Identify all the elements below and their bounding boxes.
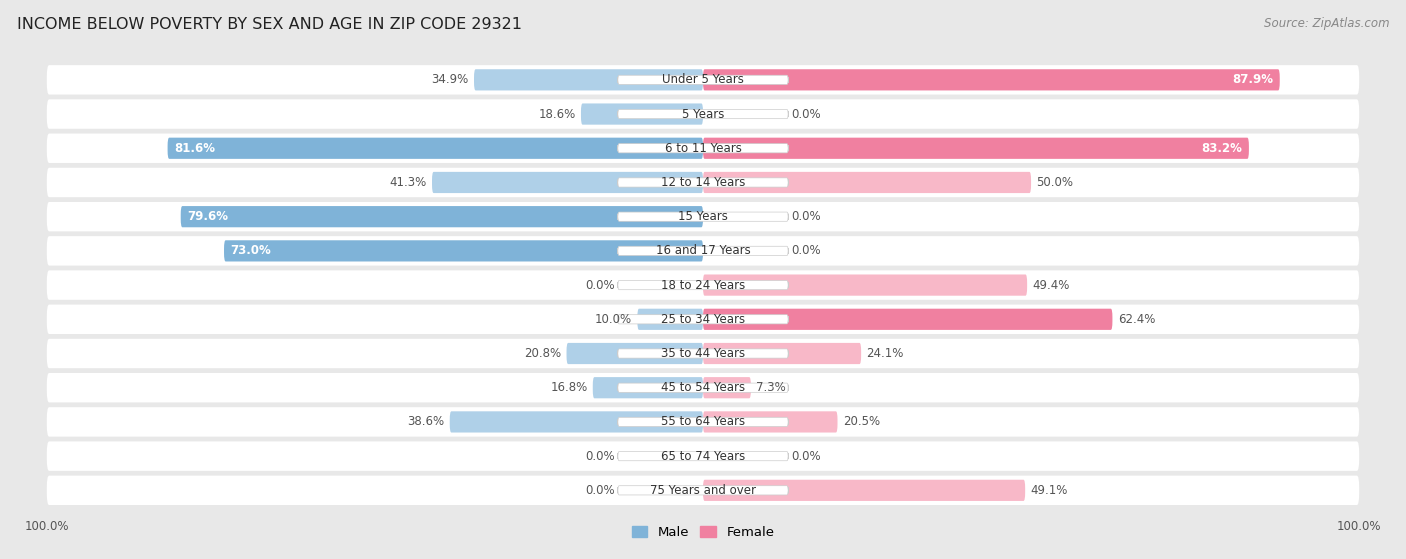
FancyBboxPatch shape: [46, 373, 1360, 402]
FancyBboxPatch shape: [617, 452, 789, 461]
FancyBboxPatch shape: [581, 103, 703, 125]
Text: 18.6%: 18.6%: [538, 107, 575, 121]
Text: 0.0%: 0.0%: [792, 244, 821, 257]
Text: 16 and 17 Years: 16 and 17 Years: [655, 244, 751, 257]
Text: 41.3%: 41.3%: [389, 176, 427, 189]
FancyBboxPatch shape: [432, 172, 703, 193]
Text: 25 to 34 Years: 25 to 34 Years: [661, 313, 745, 326]
FancyBboxPatch shape: [46, 407, 1360, 437]
FancyBboxPatch shape: [617, 315, 789, 324]
Text: 12 to 14 Years: 12 to 14 Years: [661, 176, 745, 189]
FancyBboxPatch shape: [46, 271, 1360, 300]
Legend: Male, Female: Male, Female: [626, 521, 780, 544]
Text: 20.5%: 20.5%: [842, 415, 880, 428]
Text: 16.8%: 16.8%: [550, 381, 588, 394]
FancyBboxPatch shape: [593, 377, 703, 399]
FancyBboxPatch shape: [224, 240, 703, 262]
Text: 75 Years and over: 75 Years and over: [650, 484, 756, 497]
Text: 38.6%: 38.6%: [408, 415, 444, 428]
FancyBboxPatch shape: [617, 486, 789, 495]
Text: 55 to 64 Years: 55 to 64 Years: [661, 415, 745, 428]
FancyBboxPatch shape: [567, 343, 703, 364]
FancyBboxPatch shape: [46, 202, 1360, 231]
Text: 87.9%: 87.9%: [1232, 73, 1274, 86]
FancyBboxPatch shape: [617, 281, 789, 290]
Text: 7.3%: 7.3%: [756, 381, 786, 394]
Text: 10.0%: 10.0%: [595, 313, 633, 326]
FancyBboxPatch shape: [703, 274, 1028, 296]
FancyBboxPatch shape: [617, 247, 789, 255]
FancyBboxPatch shape: [617, 178, 789, 187]
Text: 62.4%: 62.4%: [1118, 313, 1156, 326]
FancyBboxPatch shape: [703, 343, 860, 364]
Text: 45 to 54 Years: 45 to 54 Years: [661, 381, 745, 394]
FancyBboxPatch shape: [703, 172, 1031, 193]
Text: 18 to 24 Years: 18 to 24 Years: [661, 278, 745, 292]
FancyBboxPatch shape: [46, 236, 1360, 266]
FancyBboxPatch shape: [46, 339, 1360, 368]
Text: 65 to 74 Years: 65 to 74 Years: [661, 449, 745, 463]
Text: Under 5 Years: Under 5 Years: [662, 73, 744, 86]
FancyBboxPatch shape: [181, 206, 703, 228]
FancyBboxPatch shape: [46, 305, 1360, 334]
Text: 0.0%: 0.0%: [792, 449, 821, 463]
Text: 49.1%: 49.1%: [1031, 484, 1067, 497]
Text: 0.0%: 0.0%: [792, 210, 821, 223]
Text: 50.0%: 50.0%: [1036, 176, 1073, 189]
FancyBboxPatch shape: [703, 69, 1279, 91]
FancyBboxPatch shape: [617, 144, 789, 153]
FancyBboxPatch shape: [46, 476, 1360, 505]
FancyBboxPatch shape: [617, 75, 789, 84]
Text: 20.8%: 20.8%: [524, 347, 561, 360]
Text: 0.0%: 0.0%: [585, 484, 614, 497]
FancyBboxPatch shape: [46, 168, 1360, 197]
FancyBboxPatch shape: [617, 383, 789, 392]
FancyBboxPatch shape: [450, 411, 703, 433]
Text: 83.2%: 83.2%: [1202, 142, 1243, 155]
Text: 35 to 44 Years: 35 to 44 Years: [661, 347, 745, 360]
FancyBboxPatch shape: [617, 212, 789, 221]
Text: 81.6%: 81.6%: [174, 142, 215, 155]
Text: 49.4%: 49.4%: [1032, 278, 1070, 292]
Text: 79.6%: 79.6%: [187, 210, 228, 223]
Text: 6 to 11 Years: 6 to 11 Years: [665, 142, 741, 155]
Text: Source: ZipAtlas.com: Source: ZipAtlas.com: [1264, 17, 1389, 30]
FancyBboxPatch shape: [703, 138, 1249, 159]
FancyBboxPatch shape: [617, 110, 789, 119]
FancyBboxPatch shape: [703, 411, 838, 433]
FancyBboxPatch shape: [46, 134, 1360, 163]
Text: 0.0%: 0.0%: [585, 278, 614, 292]
FancyBboxPatch shape: [474, 69, 703, 91]
FancyBboxPatch shape: [703, 480, 1025, 501]
FancyBboxPatch shape: [617, 418, 789, 427]
FancyBboxPatch shape: [46, 442, 1360, 471]
Text: 0.0%: 0.0%: [792, 107, 821, 121]
Text: 5 Years: 5 Years: [682, 107, 724, 121]
Text: 73.0%: 73.0%: [231, 244, 271, 257]
FancyBboxPatch shape: [703, 309, 1112, 330]
Text: INCOME BELOW POVERTY BY SEX AND AGE IN ZIP CODE 29321: INCOME BELOW POVERTY BY SEX AND AGE IN Z…: [17, 17, 522, 32]
FancyBboxPatch shape: [46, 100, 1360, 129]
FancyBboxPatch shape: [637, 309, 703, 330]
FancyBboxPatch shape: [167, 138, 703, 159]
FancyBboxPatch shape: [46, 65, 1360, 94]
Text: 0.0%: 0.0%: [585, 449, 614, 463]
Text: 34.9%: 34.9%: [432, 73, 468, 86]
FancyBboxPatch shape: [617, 349, 789, 358]
Text: 24.1%: 24.1%: [866, 347, 904, 360]
Text: 15 Years: 15 Years: [678, 210, 728, 223]
FancyBboxPatch shape: [703, 377, 751, 399]
